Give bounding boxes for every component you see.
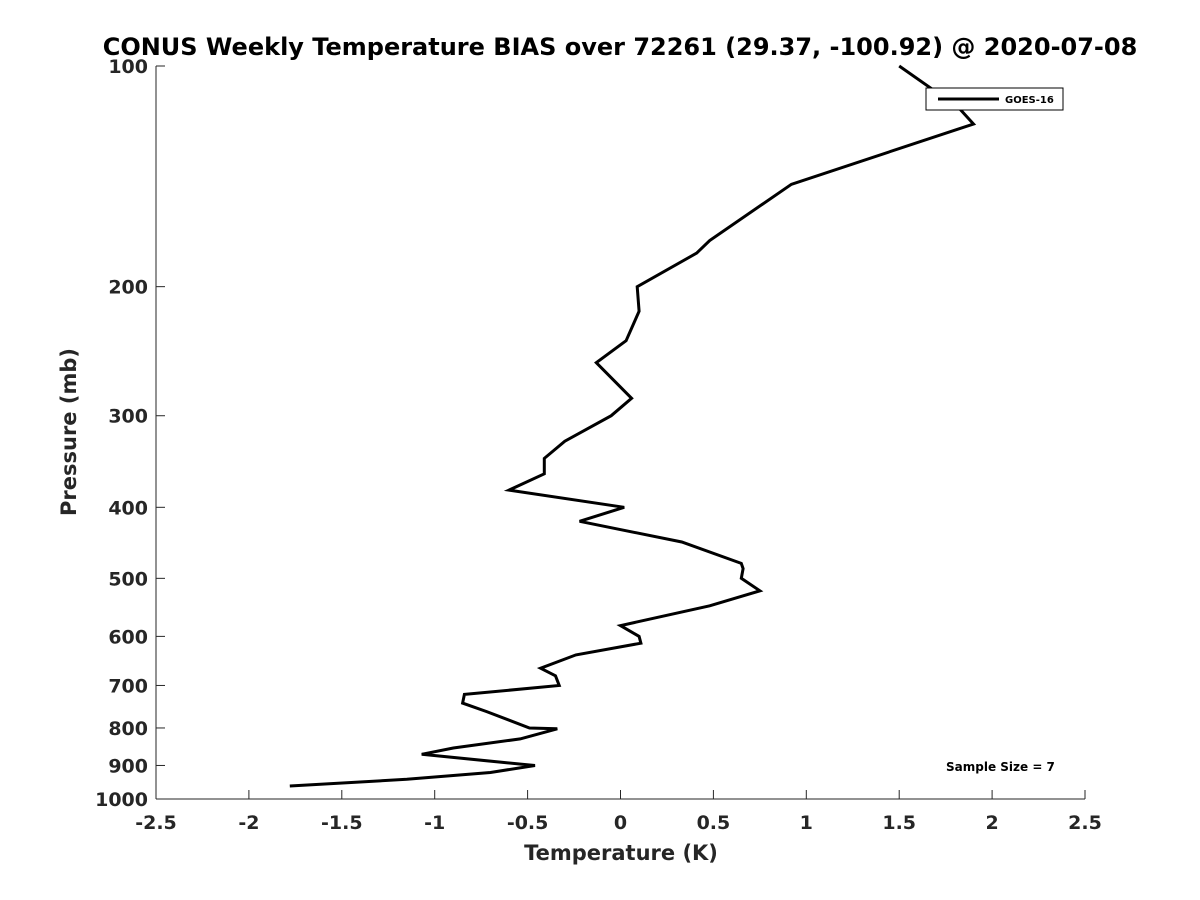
y-tick-label: 400 — [108, 497, 148, 519]
y-tick-label: 700 — [108, 675, 148, 697]
x-tick-label: 0.5 — [697, 812, 731, 834]
y-tick-label: 1000 — [95, 789, 148, 811]
y-tick-label: 500 — [108, 568, 148, 590]
y-tick-label: 300 — [108, 406, 148, 428]
sample-size-annotation: Sample Size = 7 — [946, 760, 1055, 774]
y-tick-label: 600 — [108, 626, 148, 648]
x-tick-label: 2.5 — [1068, 812, 1102, 834]
x-axis-ticks: -2.5 -2 -1.5 -1 -0.5 0 0.5 1 1.5 2 2.5 — [135, 790, 1102, 834]
y-axis-label: Pressure (mb) — [57, 348, 81, 516]
x-tick-label: 0 — [614, 812, 627, 834]
x-tick-label: -0.5 — [507, 812, 549, 834]
x-tick-label: 2 — [985, 812, 998, 834]
x-tick-label: 1.5 — [882, 812, 916, 834]
x-tick-label: -1.5 — [321, 812, 363, 834]
y-tick-label: 100 — [108, 56, 148, 78]
series-line-goes-16 — [289, 64, 977, 788]
y-tick-label: 200 — [108, 277, 148, 299]
y-axis-ticks: 100 200 300 400 500 600 700 800 900 1000 — [95, 56, 165, 811]
x-tick-label: -1 — [424, 812, 445, 834]
x-tick-label: -2.5 — [135, 812, 177, 834]
chart-title: CONUS Weekly Temperature BIAS over 72261… — [103, 33, 1138, 61]
x-axis-label: Temperature (K) — [524, 841, 718, 865]
legend: GOES-16 — [925, 87, 1064, 111]
series-layer — [289, 64, 977, 788]
x-tick-label: -2 — [238, 812, 259, 834]
y-tick-label: 900 — [108, 755, 148, 777]
legend-entry-goes-16: GOES-16 — [1005, 95, 1054, 106]
y-tick-label: 800 — [108, 718, 148, 740]
x-tick-label: 1 — [800, 812, 813, 834]
